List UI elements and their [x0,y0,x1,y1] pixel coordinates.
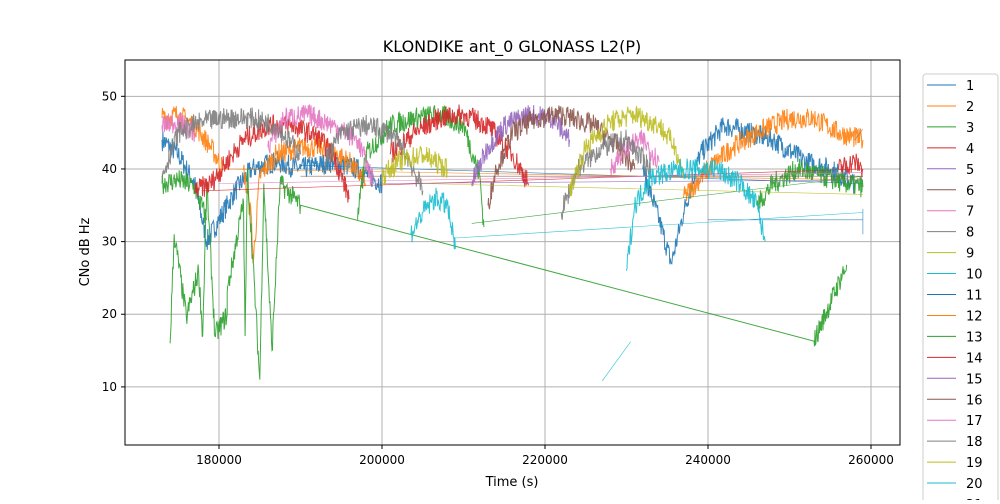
legend-item-20: 20 [927,477,983,492]
series-line-3 [357,104,485,228]
legend-item-5: 5 [927,163,974,178]
legend-label: 3 [966,121,974,136]
legend-item-4: 4 [927,142,974,157]
legend-item-17: 17 [927,414,983,429]
series-line-8 [854,128,864,141]
plot-frame [124,59,901,446]
legend-item-6: 6 [927,184,974,199]
legend-item-11: 11 [927,289,983,304]
legend-label: 11 [966,289,983,304]
legend-label: 1 [966,79,974,94]
legend-label: 2 [966,100,974,115]
y-tick-label: 50 [102,89,117,103]
legend-item-13: 13 [927,330,983,345]
series-layer [161,104,864,382]
legend-item-14: 14 [927,351,983,366]
legend-label: 4 [966,142,974,157]
series-line-2 [683,108,864,202]
legend: 123456789101112131415161718192021 [922,73,999,504]
series-3 [161,104,864,380]
legend-label: 12 [966,309,983,324]
series-line-8 [161,107,301,178]
legend-label: 20 [966,477,983,492]
series-line-9 [422,183,863,195]
legend-label: 7 [966,205,974,220]
series-line-2 [243,135,367,264]
legend-label: 6 [966,184,974,199]
legend-label: 8 [966,226,974,241]
series-9 [381,106,863,197]
legend-label: 14 [966,351,983,366]
x-axis-label: Time (s) [485,475,539,490]
series-line-3 [161,170,207,223]
series-10 [410,158,863,382]
legend-label: 17 [966,414,983,429]
x-tick-label: 240000 [685,453,731,467]
legend-label: 9 [966,247,974,262]
legend-item-9: 9 [927,247,974,262]
legend-item-16: 16 [927,393,983,408]
series-line-10 [626,158,766,271]
series-line-6 [487,105,636,210]
x-tick-label: 260000 [848,453,894,467]
legend-item-1: 1 [927,79,974,94]
series-line-9 [569,106,685,197]
series-line-5 [381,179,863,184]
chart-title: KLONDIKE ant_0 GLONASS L2(P) [383,37,641,57]
legend-item-2: 2 [927,100,974,115]
series-line-10 [410,187,456,250]
series-line-3 [169,168,848,380]
x-tick-label: 180000 [196,453,242,467]
legend-item-19: 19 [927,456,983,471]
x-axis: 180000 200000 220000 240000 260000 [196,445,894,467]
legend-item-18: 18 [927,435,983,450]
y-tick-label: 10 [102,380,117,394]
legend-label: 19 [966,456,983,471]
y-tick-label: 30 [102,235,117,249]
series-line-7 [218,172,863,184]
series-line-8 [560,129,652,220]
legend-label: 15 [966,372,983,387]
y-axis-label: CNo dB Hz [78,217,93,286]
legend-item-12: 12 [927,309,983,324]
legend-item-8: 8 [927,226,974,241]
legend-item-15: 15 [927,372,983,387]
x-tick-label: 220000 [522,453,568,467]
series-line-9 [381,145,448,187]
legend-item-7: 7 [927,205,974,220]
legend-label: 10 [966,268,983,283]
x-tick-label: 200000 [359,453,405,467]
legend-item-3: 3 [927,121,974,136]
series-line-3 [471,175,863,224]
legend-label: 16 [966,393,983,408]
legend-label: 5 [966,163,974,178]
y-tick-label: 20 [102,307,117,321]
series-line-3 [756,158,864,211]
series-line-7 [267,104,375,185]
legend-label: 18 [966,435,983,450]
series-line-4 [202,168,863,192]
legend-item-10: 10 [927,268,983,283]
y-axis: 10 20 30 40 50 [102,89,125,394]
y-tick-label: 40 [102,162,117,176]
series-line-10 [455,212,863,239]
series-line-10 [601,341,631,382]
legend-box [922,73,999,504]
legend-label: 13 [966,330,983,345]
series-line-2 [218,168,863,181]
